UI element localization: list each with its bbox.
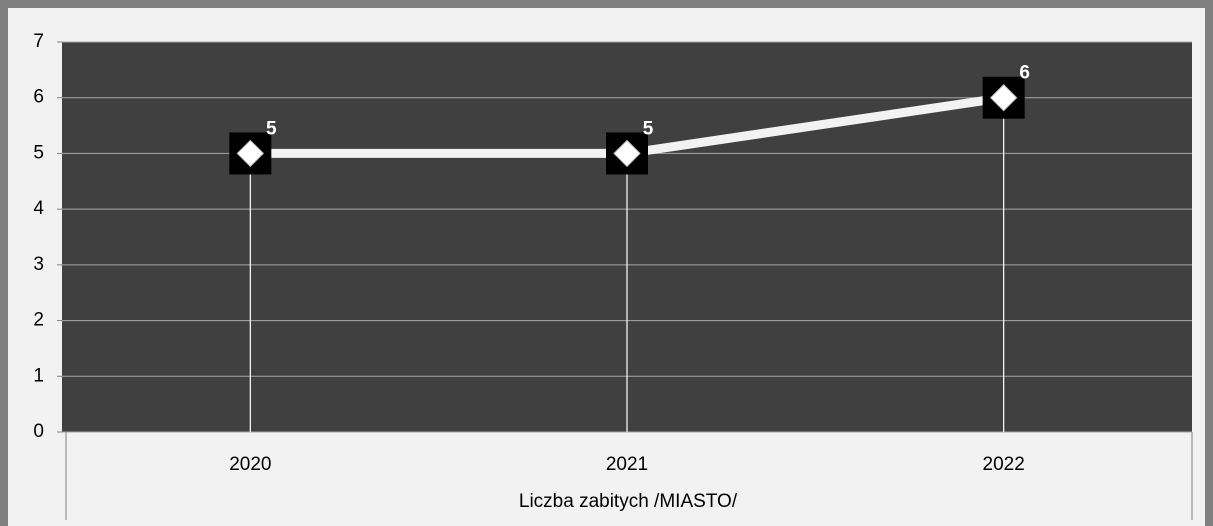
y-tick-label: 4 xyxy=(33,198,44,219)
data-label: 5 xyxy=(643,118,654,139)
data-label: 5 xyxy=(266,118,277,139)
y-tick-label: 2 xyxy=(33,310,44,331)
y-tick-label: 1 xyxy=(33,365,44,386)
x-tick-label: 2021 xyxy=(606,454,648,475)
y-tick-label: 7 xyxy=(33,31,44,52)
marker xyxy=(613,139,641,168)
marker xyxy=(236,139,265,168)
data-label: 6 xyxy=(1019,63,1030,84)
x-axis-label: Liczba zabitych /MIASTO/ xyxy=(519,491,738,512)
y-tick-label: 6 xyxy=(33,87,44,108)
y-tick-label: 3 xyxy=(33,254,44,275)
y-tick-label: 0 xyxy=(33,421,44,442)
marker xyxy=(989,84,1018,112)
x-tick-label: 2022 xyxy=(983,454,1025,475)
y-tick-label: 5 xyxy=(33,142,44,163)
x-tick-label: 2020 xyxy=(229,454,271,475)
